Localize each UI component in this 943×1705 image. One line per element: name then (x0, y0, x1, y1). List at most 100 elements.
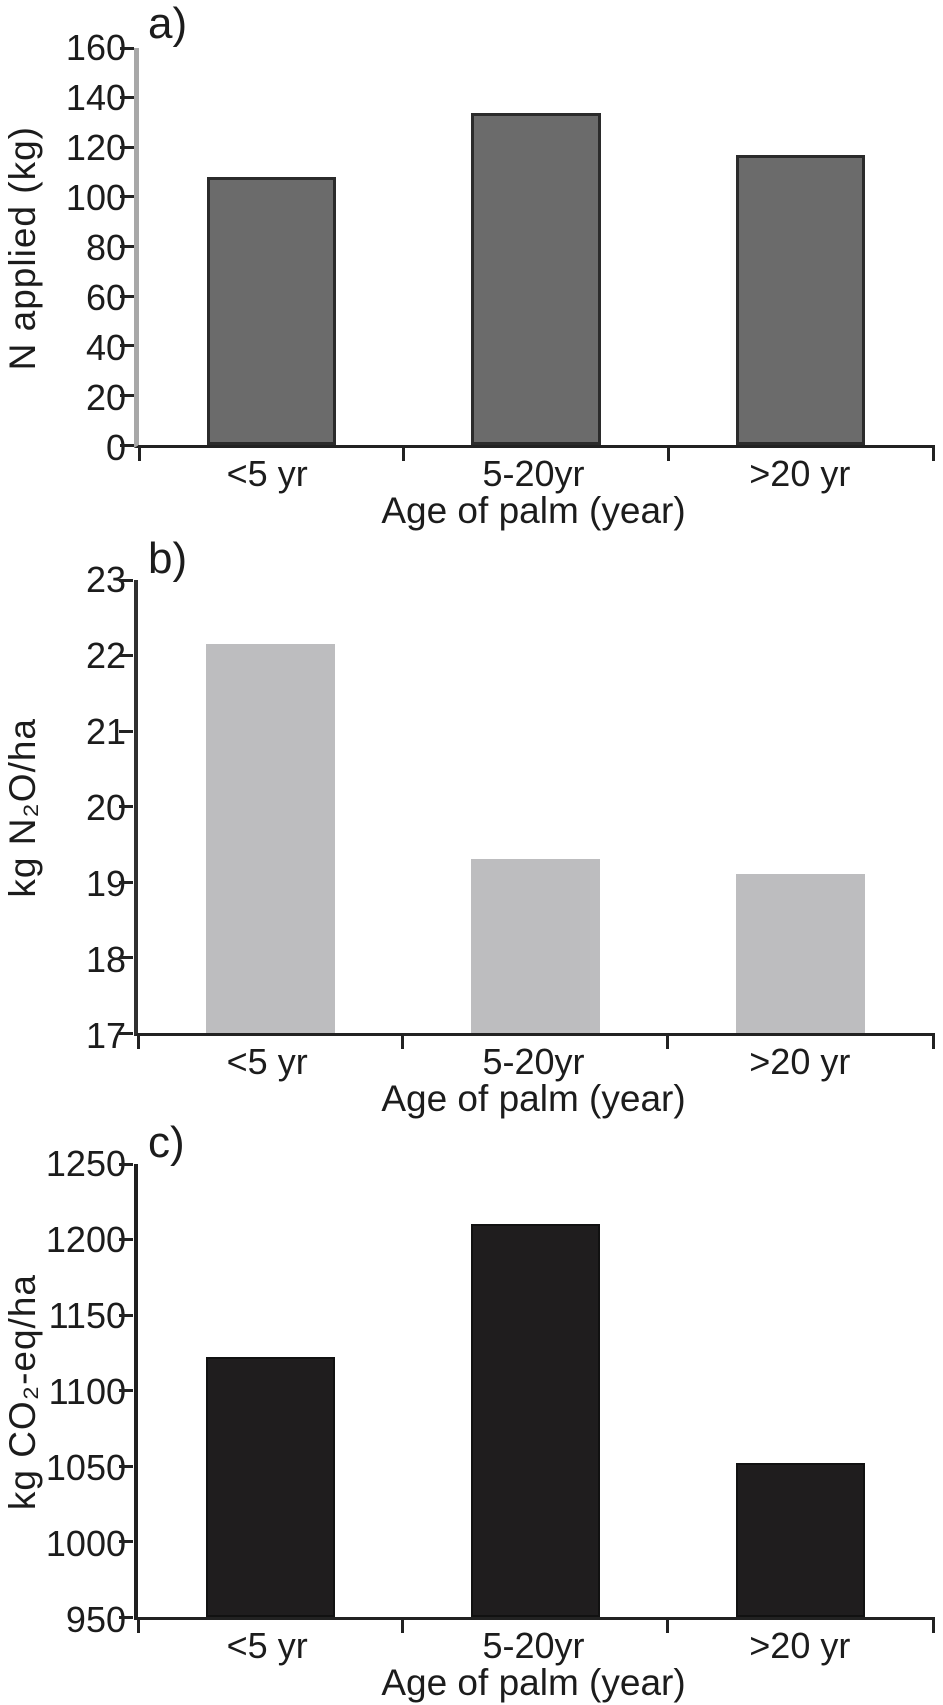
y-tick-mark (119, 1031, 133, 1035)
bar (735, 874, 866, 1033)
y-axis-title-text: N applied (kg) (2, 125, 43, 371)
y-axis-ticks: 17 18 19 20 21 22 23 (46, 562, 134, 1054)
x-tick-mark (931, 445, 935, 461)
x-tick-label: 5-20yr (482, 1625, 585, 1666)
y-tick-mark (119, 880, 133, 884)
y-tick-mark (120, 294, 134, 298)
y-axis-title-text: kg CO₂-eq/ha (2, 1273, 43, 1511)
panel-c: c) kg CO₂-eq/ha 950 1000 1050 1100 1150 1200 1… (0, 1120, 943, 1704)
x-tick-label: <5 yr (226, 453, 308, 494)
x-tick-label: >20 yr (749, 1625, 851, 1666)
plot-row: kg CO₂-eq/ha 950 1000 1050 1100 1150 1200 1250 (0, 1146, 943, 1638)
x-tick-mark (401, 1617, 405, 1633)
x-tick-mark (137, 445, 141, 461)
x-tick-label: >20 yr (749, 453, 851, 494)
y-tick-mark (119, 956, 133, 960)
y-tick-label: 950 (65, 1599, 126, 1640)
x-tick-mark (666, 445, 670, 461)
y-tick-mark (120, 393, 134, 397)
y-tick-mark (120, 344, 134, 348)
y-tick-label: 120 (65, 127, 126, 168)
x-tick-mark (401, 1033, 405, 1049)
x-tick-label: <5 yr (226, 1625, 308, 1666)
plot-wrap (119, 578, 935, 1049)
y-tick-mark (119, 1615, 133, 1619)
x-tick-mark (666, 1617, 670, 1633)
y-tick-mark (120, 195, 134, 199)
y-tick-mark (119, 1313, 133, 1317)
y-axis-title: kg N₂O/ha (0, 580, 46, 1036)
x-tick-label: 5-20yr (482, 1041, 585, 1082)
plot-row: kg N₂O/ha 17 18 19 20 21 22 23 (0, 562, 943, 1054)
panel-b: b) kg N₂O/ha 17 18 19 20 21 22 23 <5 yr 5-20yr >… (0, 536, 943, 1120)
bar (206, 177, 337, 445)
y-tick-mark (119, 729, 133, 733)
y-tick-label: 20 (85, 787, 126, 828)
x-tick-label: <5 yr (226, 1041, 308, 1082)
y-axis-title: N applied (kg) (0, 48, 46, 448)
y-tick-label: 80 (85, 227, 126, 268)
bar (735, 154, 866, 445)
x-tick-mark (136, 1033, 140, 1049)
x-tick-mark (402, 445, 406, 461)
y-tick-label: 1150 (48, 1295, 126, 1337)
bar (205, 644, 336, 1033)
x-tick-label: 5-20yr (482, 453, 585, 494)
y-axis-title-text: kg N₂O/ha (2, 718, 43, 898)
y-tick-mark (120, 96, 134, 100)
bar (205, 1357, 336, 1617)
y-tick-label: 60 (85, 277, 126, 318)
x-axis-label: Age of palm (year) (381, 1078, 686, 1119)
y-tick-label: 19 (85, 863, 126, 905)
x-tick-mark (666, 1033, 670, 1049)
plot-row: N applied (kg) 0 20 40 60 80 100 120 140 160 (0, 30, 943, 466)
y-tick-mark (120, 46, 134, 50)
y-tick-mark (119, 1540, 133, 1544)
y-tick-label: 40 (85, 327, 126, 368)
y-tick-mark (120, 145, 134, 149)
y-tick-label: 160 (65, 27, 126, 68)
plot-area (119, 578, 935, 1049)
y-tick-label: 1000 (45, 1523, 126, 1565)
y-axis-ticks: 950 1000 1050 1100 1150 1200 1250 (45, 1146, 134, 1638)
bar (471, 112, 601, 445)
x-tick-mark (931, 1617, 935, 1633)
y-tick-mark (119, 1389, 133, 1392)
y-tick-mark (119, 654, 133, 657)
bar (735, 1462, 866, 1617)
y-tick-label: 1100 (48, 1371, 126, 1412)
y-axis-title: kg CO₂-eq/ha (0, 1164, 46, 1620)
panel-a: a) N applied (kg) 0 20 40 60 80 100 120 140 160 … (0, 0, 943, 536)
y-tick-mark (119, 805, 133, 808)
bar (470, 859, 601, 1033)
panel-letter: c) (148, 1118, 185, 1167)
y-tick-mark (119, 1238, 133, 1241)
panel-letter: a) (148, 0, 188, 48)
y-tick-mark (119, 578, 133, 582)
y-tick-label: 140 (65, 77, 126, 118)
y-axis-ticks: 0 20 40 60 80 100 120 140 160 (46, 30, 134, 466)
y-tick-label: 1050 (45, 1447, 126, 1489)
x-axis-label: Age of palm (year) (381, 490, 686, 531)
y-tick-label: 18 (85, 939, 126, 981)
plot-area (120, 46, 935, 461)
x-axis-tick-labels: <5 yr 5-20yr >20 yr (134, 1036, 933, 1082)
y-tick-mark (120, 245, 134, 248)
panel-letter: b) (148, 534, 188, 583)
x-axis-tick-labels: <5 yr 5-20yr >20 yr (134, 1620, 933, 1666)
y-tick-mark (120, 443, 134, 447)
y-tick-mark (119, 1464, 133, 1468)
y-tick-label: 1250 (45, 1143, 126, 1184)
plot-wrap (120, 46, 935, 461)
x-tick-mark (136, 1617, 140, 1633)
x-axis-label: Age of palm (year) (381, 1662, 686, 1703)
plot-wrap (119, 1162, 935, 1633)
y-tick-label: 1200 (45, 1219, 126, 1260)
y-tick-mark (119, 1162, 133, 1166)
y-tick-label: 100 (65, 177, 126, 218)
plot-area (119, 1162, 935, 1633)
x-axis-tick-labels: <5 yr 5-20yr >20 yr (134, 448, 933, 494)
bar (470, 1224, 601, 1617)
x-tick-mark (931, 1033, 935, 1049)
